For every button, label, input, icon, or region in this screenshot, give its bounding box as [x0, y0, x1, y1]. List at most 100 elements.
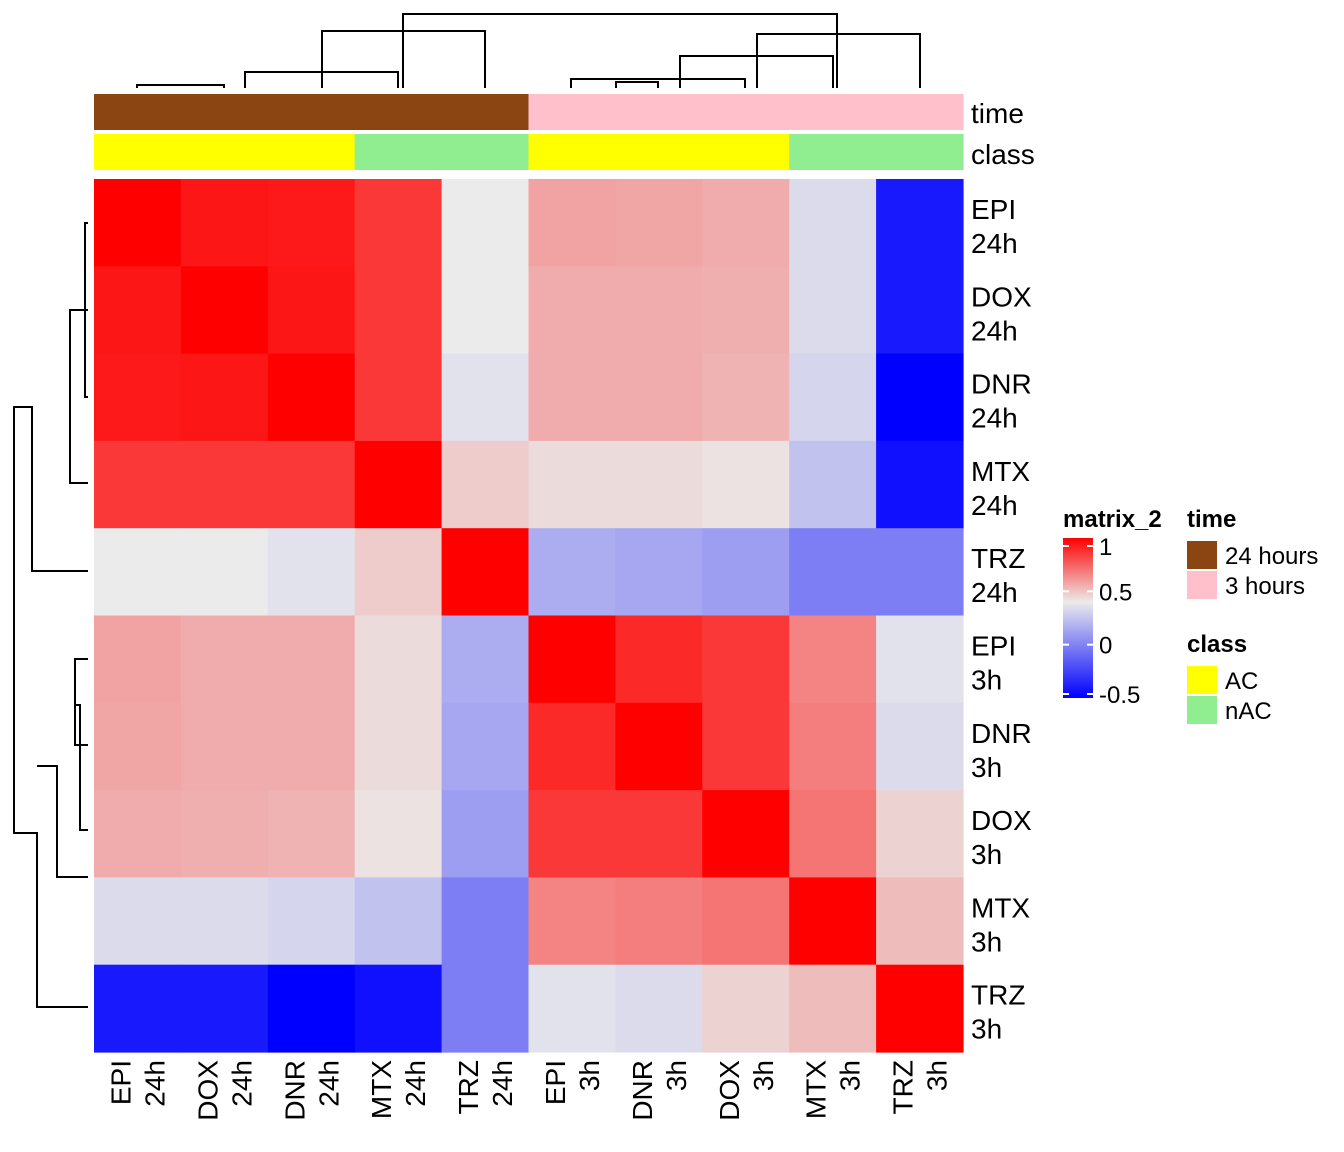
color-legend: matrix_2 1 0.5 0 -0.5	[1063, 506, 1162, 709]
annotation-cell-class	[354, 134, 443, 170]
heatmap-cell	[441, 266, 530, 355]
heatmap-cell	[615, 964, 703, 1053]
annotation-cell-time	[441, 94, 530, 130]
legend-label: 3 hours	[1225, 573, 1305, 600]
row-label: TRZ 3h	[971, 980, 1025, 1045]
heatmap-cell	[789, 528, 877, 617]
heatmap-cell	[876, 353, 964, 442]
annotation-labels: time class	[971, 98, 1035, 170]
heatmap-cell	[180, 179, 269, 267]
annotation-label-class: class	[971, 139, 1035, 170]
heatmap-cell	[354, 790, 443, 878]
heatmap-cell	[528, 790, 616, 878]
heatmap-cell	[876, 877, 964, 966]
heatmap-cell	[615, 266, 703, 355]
annotation-cell-class	[528, 134, 616, 170]
heatmap-cell	[615, 179, 703, 267]
annotation-cell-class	[180, 134, 269, 170]
heatmap-cell	[354, 615, 443, 704]
legend-swatch	[1187, 541, 1217, 569]
heatmap-cell	[180, 877, 269, 966]
heatmap-cell	[615, 353, 703, 442]
column-dendrogram	[136, 13, 921, 88]
heatmap-cell	[267, 702, 356, 791]
row-label: DOX 24h	[971, 281, 1032, 346]
heatmap-cell	[180, 266, 269, 355]
row-dendro-epi-dnr-3h	[74, 659, 88, 746]
heatmap-cell	[354, 528, 443, 617]
row-dendro-24h-ac	[69, 309, 88, 484]
column-label: DNR 3h	[627, 1060, 692, 1121]
legend-label: AC	[1225, 668, 1258, 695]
row-label: EPI 3h	[971, 631, 1016, 696]
heatmap-cell	[528, 266, 616, 355]
heatmap-cell	[702, 877, 790, 966]
annotation-cell-class	[267, 134, 356, 170]
heatmap-cell	[267, 353, 356, 442]
row-label: DNR 3h	[971, 718, 1032, 783]
column-label: EPI 3h	[540, 1060, 605, 1105]
heatmap-cell	[441, 615, 530, 704]
heatmap-cell	[267, 179, 356, 267]
color-bar	[1063, 538, 1093, 698]
annotation-cell-time	[94, 94, 182, 130]
row-dendro-3h-ac	[74, 658, 88, 831]
heatmap-cell	[354, 702, 443, 791]
heatmap-cell	[94, 179, 182, 267]
heatmap-cell	[789, 702, 877, 791]
col-dendro-24h-ac	[244, 71, 399, 88]
column-label: DOX 24h	[192, 1060, 257, 1121]
col-dendro-epi-dox-24h	[136, 84, 225, 88]
heatmap-cell	[702, 790, 790, 878]
heatmap-cell	[94, 266, 182, 355]
heatmap-cell	[180, 615, 269, 704]
color-legend-title: matrix_2	[1063, 506, 1162, 533]
heatmap-cell	[94, 702, 182, 791]
color-bar-tick-label: 1	[1099, 534, 1112, 561]
annotation-cell-time	[876, 94, 964, 130]
heatmap-cell	[528, 528, 616, 617]
heatmap-cell	[94, 964, 182, 1053]
heatmap-cell	[94, 790, 182, 878]
heatmap-cell	[789, 266, 877, 355]
heatmap-cell	[441, 790, 530, 878]
heatmap-cell	[789, 353, 877, 442]
heatmap-cell	[876, 615, 964, 704]
heatmap-cell	[876, 179, 964, 267]
heatmap-cell	[441, 877, 530, 966]
annotation-cell-time	[180, 94, 269, 130]
heatmap-cell	[354, 964, 443, 1053]
annotation-cell-class	[876, 134, 964, 170]
row-dendro-3h-sub	[37, 765, 88, 878]
heatmap-cell	[441, 353, 530, 442]
heatmap-cell	[789, 440, 877, 529]
heatmap-cell	[94, 528, 182, 617]
annotation-cell-time	[789, 94, 877, 130]
heatmap-cell	[180, 702, 269, 791]
heatmap-cell	[615, 790, 703, 878]
annotation-cell-time	[528, 94, 616, 130]
heatmap-cell	[528, 179, 616, 267]
color-bar-tick-label: -0.5	[1099, 682, 1140, 709]
col-dendro-3h-sub	[679, 55, 834, 88]
heatmap-cell	[528, 615, 616, 704]
annotation-cell-time	[354, 94, 443, 130]
col-dendro-root	[402, 13, 838, 88]
heatmap-cells	[94, 179, 964, 1053]
column-label: MTX 3h	[801, 1060, 866, 1119]
column-label: MTX 24h	[366, 1060, 431, 1119]
heatmap-cell	[354, 877, 443, 966]
row-label: MTX 24h	[971, 456, 1030, 521]
legend-swatch	[1187, 696, 1217, 724]
heatmap-cell	[354, 440, 443, 529]
heatmap-cell	[876, 266, 964, 355]
column-label: TRZ 24h	[453, 1060, 518, 1114]
heatmap-cell	[615, 528, 703, 617]
heatmap-cell	[615, 702, 703, 791]
heatmap-cell	[441, 440, 530, 529]
heatmap-cell	[354, 353, 443, 442]
annotation-cell-time	[702, 94, 790, 130]
col-dendro-epi-dnr-3h	[615, 81, 659, 88]
row-labels: EPI 24h DOX 24h DNR 24h MTX 24h TRZ 24h EPI 3h DNR 3h…	[971, 194, 1032, 1045]
